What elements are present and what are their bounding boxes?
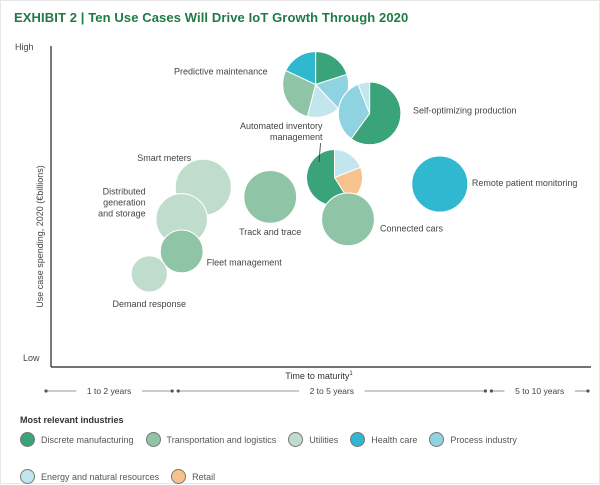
legend: Discrete manufacturing Transportation and… — [20, 431, 590, 485]
bubble-label-fleet-management: Fleet management — [207, 257, 283, 267]
maturity-band-1-to-2-years: 1 to 2 years — [44, 386, 174, 396]
bubble-distributed-generation-and-storage — [155, 193, 208, 246]
bubble-remote-patient-monitoring — [411, 155, 469, 213]
maturity-band-end-dot — [170, 389, 174, 393]
bubble-label-line: Self-optimizing production — [413, 105, 517, 115]
legend-swatch — [145, 432, 161, 447]
bubble-label-demand-response: Demand response — [113, 299, 187, 309]
bubble-label-line: generation — [103, 197, 146, 207]
legend-label: Health care — [371, 434, 418, 445]
y-axis-high-label: High — [15, 42, 34, 52]
bubble-label-line: Remote patient monitoring — [472, 178, 578, 188]
legend-swatch — [429, 432, 445, 447]
maturity-band-label: 5 to 10 years — [515, 386, 564, 396]
legend-label: Energy and natural resources — [41, 471, 160, 482]
legend-swatch — [288, 432, 304, 447]
legend-swatch — [20, 432, 35, 447]
legend-item-transportation-and-logistics: Transportation and logistics — [145, 431, 277, 448]
y-axis-low-label: Low — [23, 353, 40, 363]
legend-label: Retail — [192, 471, 216, 482]
label-leader-line — [318, 143, 321, 163]
legend-item-process-industry: Process industry — [429, 431, 517, 448]
exhibit-label: EXHIBIT 2 — [14, 10, 78, 25]
bubble-label-line: Smart meters — [137, 153, 192, 163]
bubble-outline — [337, 81, 402, 146]
legend-swatch — [171, 469, 187, 484]
legend-title: Most relevant industries — [20, 415, 124, 425]
legend-item-health-care: Health care — [350, 431, 417, 448]
bubble-self-optimizing-production — [337, 81, 402, 146]
leader-lines-layer — [318, 143, 321, 163]
bubble-fleet-management — [159, 229, 204, 274]
legend-item-utilities: Utilities — [288, 431, 338, 448]
bubble-label-line: Track and trace — [239, 227, 301, 237]
bubble-automated-inventory-management — [305, 149, 364, 207]
maturity-band-label: 2 to 5 years — [310, 386, 354, 396]
legend-label: Process industry — [450, 434, 517, 445]
maturity-band-end-dot — [483, 389, 487, 393]
bubble-label-distributed-generation-and-storage: Distributed generation and storage — [98, 186, 146, 218]
bubble-label-line: Automated inventory — [240, 121, 323, 131]
maturity-band-start-dot — [44, 389, 48, 393]
exhibit-separator: | — [80, 10, 85, 25]
bubble-outline — [243, 169, 298, 224]
maturity-band-start-dot — [489, 389, 493, 393]
bubble-label-line: Fleet management — [207, 257, 283, 267]
exhibit-title: EXHIBIT 2 | Ten Use Cases Will Drive IoT… — [14, 10, 408, 25]
legend-label: Transportation and logistics — [166, 434, 277, 445]
bubble-track-and-trace — [243, 169, 298, 224]
bubbles-layer — [130, 51, 469, 293]
maturity-band-start-dot — [176, 389, 180, 393]
bubble-label-line: and storage — [98, 208, 146, 218]
bubble-label-remote-patient-monitoring: Remote patient monitoring — [472, 178, 578, 188]
y-axis-title: Use case spending, 2020 (€billions) — [35, 165, 45, 308]
legend-item-discrete-manufacturing: Discrete manufacturing — [20, 431, 134, 448]
maturity-band-5-to-10-years: 5 to 10 years — [489, 386, 590, 396]
bubble-label-connected-cars: Connected cars — [380, 223, 444, 233]
bubble-labels-layer: Predictive maintenance Self-optimizing pr… — [98, 67, 577, 309]
bubble-outline — [130, 255, 168, 293]
legend-item-energy-and-natural-resources: Energy and natural resources — [20, 468, 159, 485]
bubble-label-predictive-maintenance: Predictive maintenance — [174, 67, 268, 77]
bubble-label-line: Demand response — [113, 299, 187, 309]
bubble-label-line: management — [270, 132, 323, 142]
bubble-outline — [411, 155, 469, 213]
legend-swatch — [350, 432, 366, 447]
maturity-band-label: 1 to 2 years — [87, 386, 131, 396]
x-axis-footnote: 1 — [349, 371, 353, 377]
bubble-chart: Predictive maintenance Self-optimizing pr… — [15, 42, 591, 396]
bubble-outline — [159, 229, 204, 274]
maturity-band-end-dot — [586, 389, 590, 393]
maturity-band-2-to-5-years: 2 to 5 years — [176, 386, 487, 396]
legend-swatch — [20, 469, 35, 484]
bubble-label-track-and-trace: Track and trace — [239, 227, 301, 237]
bubble-label-line: Connected cars — [380, 223, 444, 233]
bubble-demand-response — [130, 255, 168, 293]
bubble-outline — [282, 51, 350, 119]
legend-item-retail: Retail — [171, 468, 215, 485]
legend-label: Utilities — [309, 434, 339, 445]
bubble-label-smart-meters: Smart meters — [137, 153, 192, 163]
bubble-label-self-optimizing-production: Self-optimizing production — [413, 105, 517, 115]
bubble-predictive-maintenance — [282, 51, 350, 119]
x-axis-title: Time to maturity1 — [285, 371, 353, 381]
axes-layer: High Low Use case spending, 2020 (€billion… — [15, 42, 591, 396]
legend-label: Discrete manufacturing — [41, 434, 134, 445]
bubble-label-line: Distributed — [103, 186, 146, 196]
bubble-outline — [321, 192, 375, 247]
exhibit-title-text: Ten Use Cases Will Drive IoT Growth Thro… — [88, 10, 409, 25]
bubble-connected-cars — [321, 192, 375, 247]
bubble-label-line: Predictive maintenance — [174, 67, 268, 77]
bubble-label-automated-inventory-management: Automated inventory management — [240, 121, 323, 142]
